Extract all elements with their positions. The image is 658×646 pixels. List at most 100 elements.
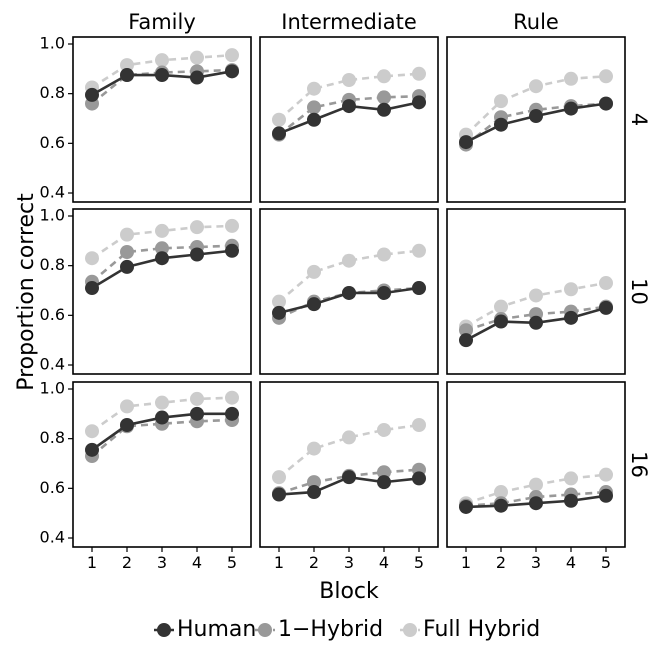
data-point bbox=[272, 294, 286, 309]
column-strip-label: Intermediate bbox=[281, 10, 417, 34]
legend-key-marker bbox=[258, 623, 272, 637]
x-tick-label: 2 bbox=[122, 553, 132, 572]
data-point bbox=[155, 223, 169, 238]
data-point bbox=[120, 399, 134, 414]
data-point bbox=[494, 314, 508, 329]
data-point bbox=[342, 253, 356, 268]
data-point bbox=[85, 251, 99, 266]
panel bbox=[446, 208, 626, 375]
data-point bbox=[494, 498, 508, 513]
data-point bbox=[599, 488, 613, 503]
data-point bbox=[155, 241, 169, 256]
data-point bbox=[599, 300, 613, 315]
data-point bbox=[377, 475, 391, 490]
legend-key-marker bbox=[157, 623, 171, 637]
row-strip-label: 10 bbox=[627, 278, 651, 305]
data-point bbox=[272, 112, 286, 127]
x-tick-label: 5 bbox=[414, 553, 424, 572]
y-tick-label: 1.0 bbox=[40, 34, 65, 53]
data-point bbox=[599, 467, 613, 482]
data-point bbox=[272, 305, 286, 320]
data-point bbox=[307, 112, 321, 127]
data-point bbox=[529, 477, 543, 492]
data-point bbox=[225, 64, 239, 79]
legend-label: Full Hybrid bbox=[423, 617, 540, 642]
data-point bbox=[494, 117, 508, 132]
data-point bbox=[342, 430, 356, 445]
data-point bbox=[225, 218, 239, 233]
x-tick-label: 3 bbox=[157, 553, 167, 572]
row-strip-label: 4 bbox=[627, 113, 651, 126]
series-line bbox=[278, 423, 420, 479]
data-point bbox=[272, 126, 286, 141]
column-strip-label: Family bbox=[128, 10, 196, 34]
data-point bbox=[529, 496, 543, 511]
data-point bbox=[272, 487, 286, 502]
data-point bbox=[85, 87, 99, 102]
y-axis-title: Proportion correct bbox=[14, 193, 39, 391]
panel-frame bbox=[446, 381, 626, 548]
data-point bbox=[529, 315, 543, 330]
y-tick-label: 0.6 bbox=[40, 478, 65, 497]
series-line bbox=[91, 68, 233, 105]
y-tick-label: 0.8 bbox=[40, 428, 65, 447]
data-point bbox=[190, 391, 204, 406]
data-point bbox=[85, 424, 99, 439]
data-point bbox=[155, 53, 169, 68]
data-point bbox=[85, 281, 99, 296]
data-point bbox=[412, 418, 426, 433]
y-tick-label: 0.4 bbox=[40, 355, 65, 374]
data-point bbox=[225, 243, 239, 258]
data-point bbox=[155, 395, 169, 410]
series-line bbox=[278, 249, 420, 303]
x-tick-label: 1 bbox=[87, 553, 97, 572]
legend: Human 1−Hybrid Full Hybrid bbox=[154, 617, 540, 642]
data-point bbox=[272, 470, 286, 485]
x-tick-label: 2 bbox=[496, 553, 506, 572]
data-point bbox=[307, 485, 321, 500]
series-line bbox=[465, 102, 607, 146]
y-tick-label: 0.8 bbox=[40, 83, 65, 102]
data-point bbox=[190, 220, 204, 235]
data-point bbox=[307, 264, 321, 279]
data-point bbox=[412, 471, 426, 486]
data-point bbox=[529, 79, 543, 94]
data-point bbox=[412, 243, 426, 258]
legend-key-marker bbox=[403, 623, 417, 637]
x-tick-label: 4 bbox=[566, 553, 576, 572]
data-point bbox=[120, 58, 134, 73]
x-axis-title: Block bbox=[319, 579, 379, 604]
y-tick-label: 0.6 bbox=[40, 133, 65, 152]
data-point bbox=[529, 109, 543, 124]
panel-frame bbox=[259, 381, 439, 548]
data-point bbox=[377, 69, 391, 84]
data-point bbox=[377, 422, 391, 437]
data-point bbox=[377, 247, 391, 262]
data-point bbox=[225, 406, 239, 421]
data-point bbox=[225, 390, 239, 405]
x-tick-label: 1 bbox=[461, 553, 471, 572]
y-tick-label: 0.6 bbox=[40, 305, 65, 324]
x-tick-label: 3 bbox=[531, 553, 541, 572]
x-tick-label: 1 bbox=[274, 553, 284, 572]
data-point bbox=[412, 95, 426, 110]
data-point bbox=[599, 276, 613, 291]
data-point bbox=[377, 90, 391, 105]
data-point bbox=[412, 281, 426, 296]
data-point bbox=[494, 299, 508, 314]
data-point bbox=[307, 100, 321, 115]
y-tick-label: 0.8 bbox=[40, 255, 65, 274]
data-point bbox=[190, 50, 204, 65]
y-tick-label: 0.4 bbox=[40, 528, 65, 547]
x-tick-label: 5 bbox=[601, 553, 611, 572]
panel bbox=[72, 36, 252, 203]
data-point bbox=[564, 282, 578, 297]
panel-frame bbox=[259, 36, 439, 203]
data-point bbox=[494, 94, 508, 109]
y-tick-label: 1.0 bbox=[40, 206, 65, 225]
data-point bbox=[564, 71, 578, 86]
panel bbox=[259, 208, 439, 375]
panel bbox=[259, 36, 439, 203]
data-point bbox=[459, 499, 473, 514]
y-tick-label: 0.4 bbox=[40, 183, 65, 202]
